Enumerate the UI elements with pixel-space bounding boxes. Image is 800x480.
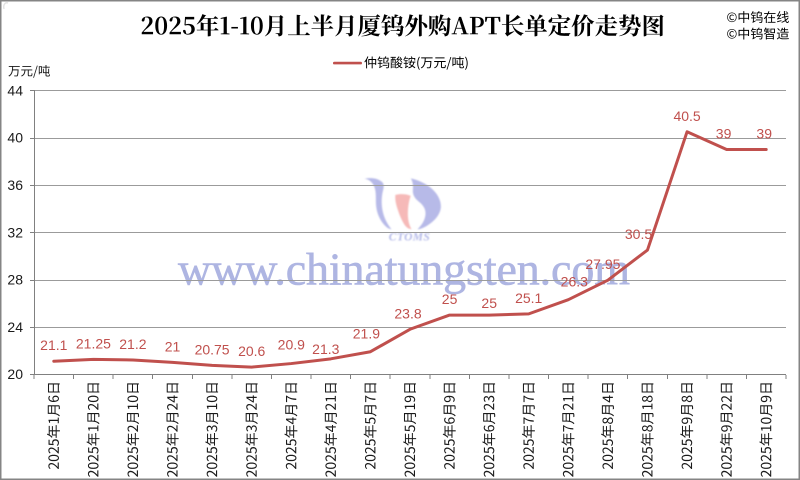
svg-text:39: 39 <box>716 126 732 142</box>
svg-text:40: 40 <box>7 130 23 146</box>
svg-text:25.1: 25.1 <box>515 290 542 306</box>
svg-text:www.chinatungsten.com: www.chinatungsten.com <box>178 244 630 295</box>
svg-text:30.5: 30.5 <box>625 226 652 242</box>
svg-text:21.2: 21.2 <box>119 336 146 352</box>
svg-text:20.6: 20.6 <box>238 343 265 359</box>
svg-text:26.3: 26.3 <box>561 274 588 290</box>
svg-text:28: 28 <box>7 272 23 288</box>
svg-text:20.9: 20.9 <box>278 337 305 353</box>
svg-text:20.75: 20.75 <box>195 341 230 357</box>
svg-text:21.1: 21.1 <box>40 337 67 353</box>
svg-text:CTOMS: CTOMS <box>389 232 430 244</box>
svg-text:20: 20 <box>7 366 23 382</box>
svg-text:32: 32 <box>7 224 23 240</box>
svg-text:44: 44 <box>7 82 23 98</box>
svg-text:21: 21 <box>165 338 181 354</box>
svg-text:21.25: 21.25 <box>76 335 111 351</box>
svg-text:40.5: 40.5 <box>673 108 700 124</box>
svg-text:24: 24 <box>7 319 23 335</box>
svg-text:23.8: 23.8 <box>394 305 421 321</box>
svg-text:25: 25 <box>442 291 458 307</box>
svg-text:25: 25 <box>481 295 497 311</box>
svg-text:36: 36 <box>7 177 23 193</box>
svg-text:27.95: 27.95 <box>585 256 620 272</box>
svg-text:39: 39 <box>756 126 772 142</box>
svg-text:21.9: 21.9 <box>353 326 380 342</box>
svg-text:21.3: 21.3 <box>312 341 339 357</box>
